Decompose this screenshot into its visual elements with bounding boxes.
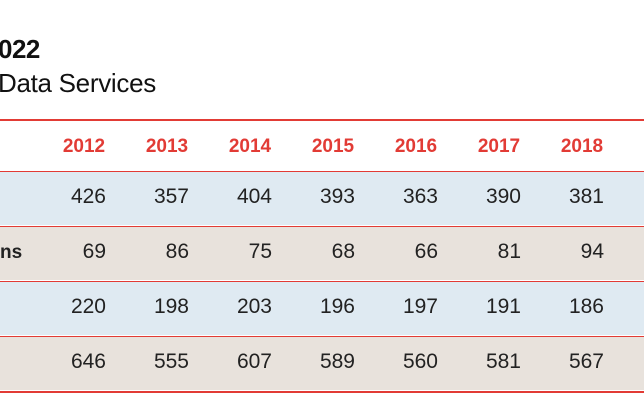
table-cell: 203 [236, 295, 272, 318]
table-cell: 197 [402, 295, 438, 318]
table-cell: 191 [485, 295, 521, 318]
table-cell: 581 [485, 350, 521, 373]
bottom-rule [0, 391, 644, 393]
row-rule [0, 336, 644, 337]
table-cell: 186 [568, 295, 604, 318]
table-cell: 220 [70, 295, 106, 318]
column-header: 2018 [560, 136, 604, 157]
table-cell: 68 [331, 240, 355, 263]
table-cell: 607 [236, 350, 272, 373]
table-cell: 75 [248, 240, 272, 263]
table-cell: 198 [153, 295, 189, 318]
table-cell: 589 [319, 350, 355, 373]
column-header: 2014 [228, 136, 272, 157]
top-rule [0, 119, 644, 121]
table-row [0, 282, 644, 335]
table-cell: 567 [568, 350, 604, 373]
subtitle: Data Services [0, 68, 156, 98]
table-cell: 357 [153, 185, 189, 208]
row-label: ns [0, 242, 23, 263]
table-cell: 404 [236, 185, 272, 208]
table-cell: 196 [319, 295, 355, 318]
table-cell: 560 [402, 350, 438, 373]
column-header: 2017 [477, 136, 521, 157]
table-cell: 381 [568, 185, 604, 208]
table-cell: 426 [70, 185, 106, 208]
column-header: 2015 [311, 136, 355, 157]
table-cell: 86 [165, 240, 189, 263]
table-row [0, 227, 644, 280]
table-cell: 66 [414, 240, 438, 263]
column-header: 2013 [145, 136, 189, 157]
table-cell: 81 [497, 240, 521, 263]
column-header: 2012 [62, 136, 106, 157]
table-cell: 393 [319, 185, 355, 208]
table-row [0, 337, 644, 390]
table-cell: 646 [70, 350, 106, 373]
table-row [0, 172, 644, 225]
table-cell: 390 [485, 185, 521, 208]
table-cell: 363 [402, 185, 438, 208]
table-cell: 69 [82, 240, 106, 263]
row-rule [0, 171, 644, 172]
column-header: 2016 [394, 136, 438, 157]
row-rule [0, 226, 644, 227]
title: 022 [0, 34, 40, 64]
row-rule [0, 281, 644, 282]
table-cell: 94 [580, 240, 604, 263]
table-cell: 555 [153, 350, 189, 373]
